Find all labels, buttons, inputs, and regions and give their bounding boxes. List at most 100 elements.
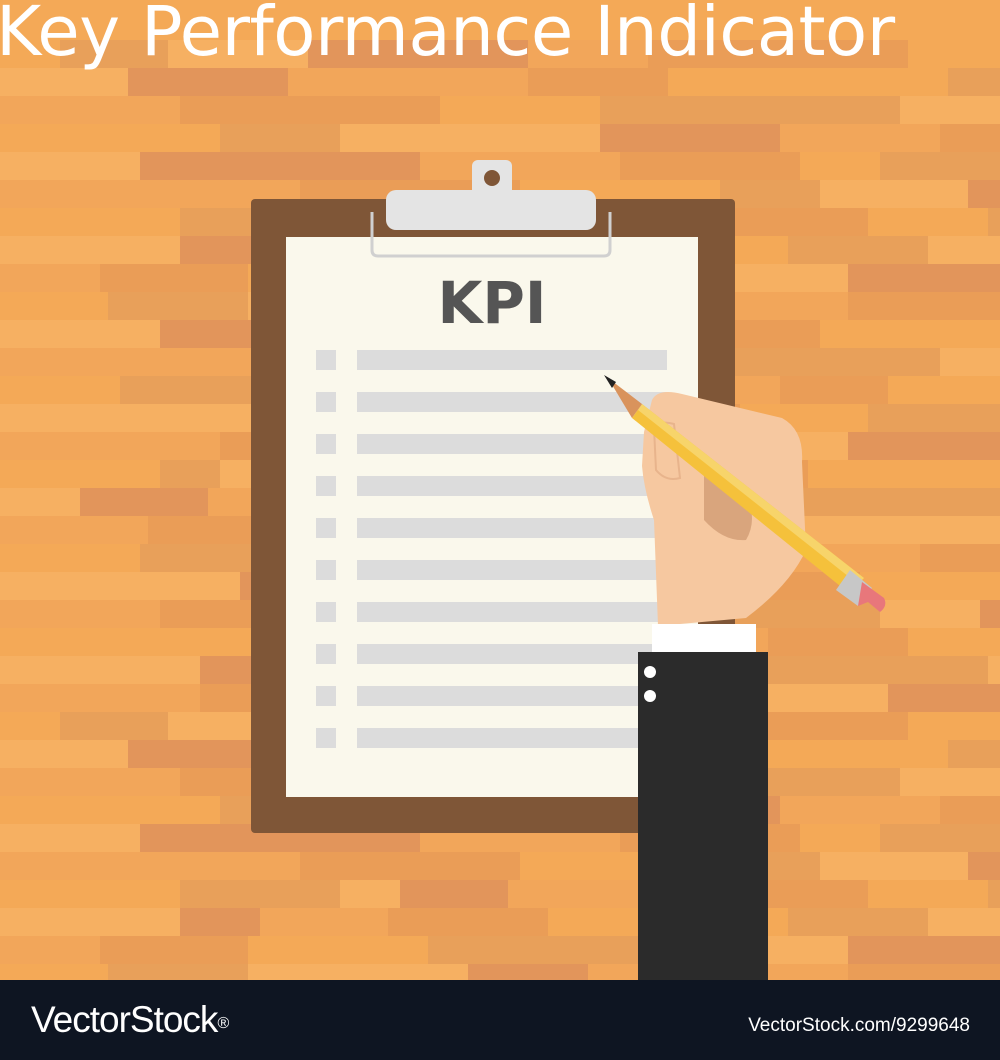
checklist-line <box>357 476 667 496</box>
wood-plank <box>0 880 180 908</box>
registered-mark: ® <box>217 1015 229 1032</box>
wood-plank <box>848 964 1000 980</box>
checkbox <box>316 602 336 622</box>
wood-plank <box>60 40 168 68</box>
wood-plank <box>900 768 1000 796</box>
checklist-line <box>357 602 667 622</box>
wood-plank <box>848 264 1000 292</box>
checklist-line <box>357 350 667 370</box>
wood-plank <box>0 740 128 768</box>
wood-plank <box>0 796 220 824</box>
wood-plank <box>808 460 1000 488</box>
wood-plank <box>0 936 100 964</box>
wood-plank <box>780 376 888 404</box>
wood-plank <box>0 264 100 292</box>
wood-plank <box>800 824 880 852</box>
wood-plank <box>868 880 988 908</box>
wood-plank <box>928 908 1000 936</box>
checklist-row <box>316 350 668 370</box>
wood-plank <box>0 432 220 460</box>
wood-plank <box>720 180 820 208</box>
checklist-row <box>316 392 668 412</box>
checklist-row <box>316 644 668 664</box>
wood-plank <box>0 656 200 684</box>
wood-plank <box>920 544 1000 572</box>
checklist-row <box>316 728 668 748</box>
wood-plank <box>440 96 600 124</box>
wood-plank <box>820 852 968 880</box>
wood-plank <box>0 376 120 404</box>
wood-plank <box>0 40 60 68</box>
wood-plank <box>788 908 928 936</box>
wood-plank <box>0 68 128 96</box>
wood-plank <box>820 180 968 208</box>
wood-plank <box>948 68 1000 96</box>
checklist-line <box>357 434 667 454</box>
checkbox <box>316 686 336 706</box>
wood-plank <box>168 40 308 68</box>
wood-plank <box>908 712 1000 740</box>
wood-plank <box>948 740 1000 768</box>
wood-plank <box>0 768 180 796</box>
wood-plank <box>0 236 180 264</box>
wood-plank <box>340 124 600 152</box>
wood-plank <box>180 908 260 936</box>
page-title: Key Performance Indicator <box>0 0 895 72</box>
wood-plank <box>768 628 908 656</box>
wood-plank <box>308 40 528 68</box>
wood-plank <box>848 292 1000 320</box>
checkbox <box>316 476 336 496</box>
checklist-line <box>357 392 667 412</box>
wood-plank <box>988 208 1000 236</box>
wood-plank <box>0 628 260 656</box>
wood-plank <box>0 348 260 376</box>
wood-plank <box>0 516 148 544</box>
wood-plank <box>908 40 1000 68</box>
wood-plank <box>180 880 340 908</box>
wood-plank <box>0 460 160 488</box>
wood-plank <box>160 460 220 488</box>
wood-plank <box>0 600 160 628</box>
wood-plank <box>748 656 988 684</box>
wood-plank <box>288 68 528 96</box>
checklist-line <box>357 728 667 748</box>
wood-plank <box>100 936 248 964</box>
wood-plank <box>880 152 1000 180</box>
wood-plank <box>0 572 240 600</box>
wood-plank <box>880 824 1000 852</box>
wood-plank <box>0 964 108 980</box>
kpi-heading: KPI <box>437 269 547 337</box>
checklist-line <box>357 644 667 664</box>
wood-plank <box>968 852 1000 880</box>
wood-plank <box>528 68 668 96</box>
wood-plank <box>788 236 928 264</box>
wood-plank <box>260 908 388 936</box>
checklist-row <box>316 518 668 538</box>
wood-plank <box>0 180 300 208</box>
checklist-line <box>357 686 667 706</box>
wood-plank <box>620 152 800 180</box>
wood-plank <box>420 152 620 180</box>
wood-plank <box>988 656 1000 684</box>
image-id: VectorStock.com/9299648 <box>748 1015 970 1036</box>
wood-plank <box>60 712 168 740</box>
wood-plank <box>868 208 988 236</box>
wood-plank <box>600 124 780 152</box>
pencil-icon <box>604 375 886 612</box>
wood-plank <box>780 796 940 824</box>
wood-plank <box>0 852 300 880</box>
wood-plank <box>0 320 160 348</box>
checklist-row <box>316 434 668 454</box>
checkbox <box>316 350 336 370</box>
wood-plank <box>0 292 108 320</box>
checklist-line <box>357 560 667 580</box>
wood-plank <box>248 964 468 980</box>
wood-plank <box>400 880 508 908</box>
wood-plank <box>140 152 420 180</box>
wood-plank <box>0 404 280 432</box>
wood-plank <box>300 852 520 880</box>
wood-plank <box>180 236 260 264</box>
wood-plank <box>908 628 1000 656</box>
clipboard-clip-icon <box>370 160 612 258</box>
